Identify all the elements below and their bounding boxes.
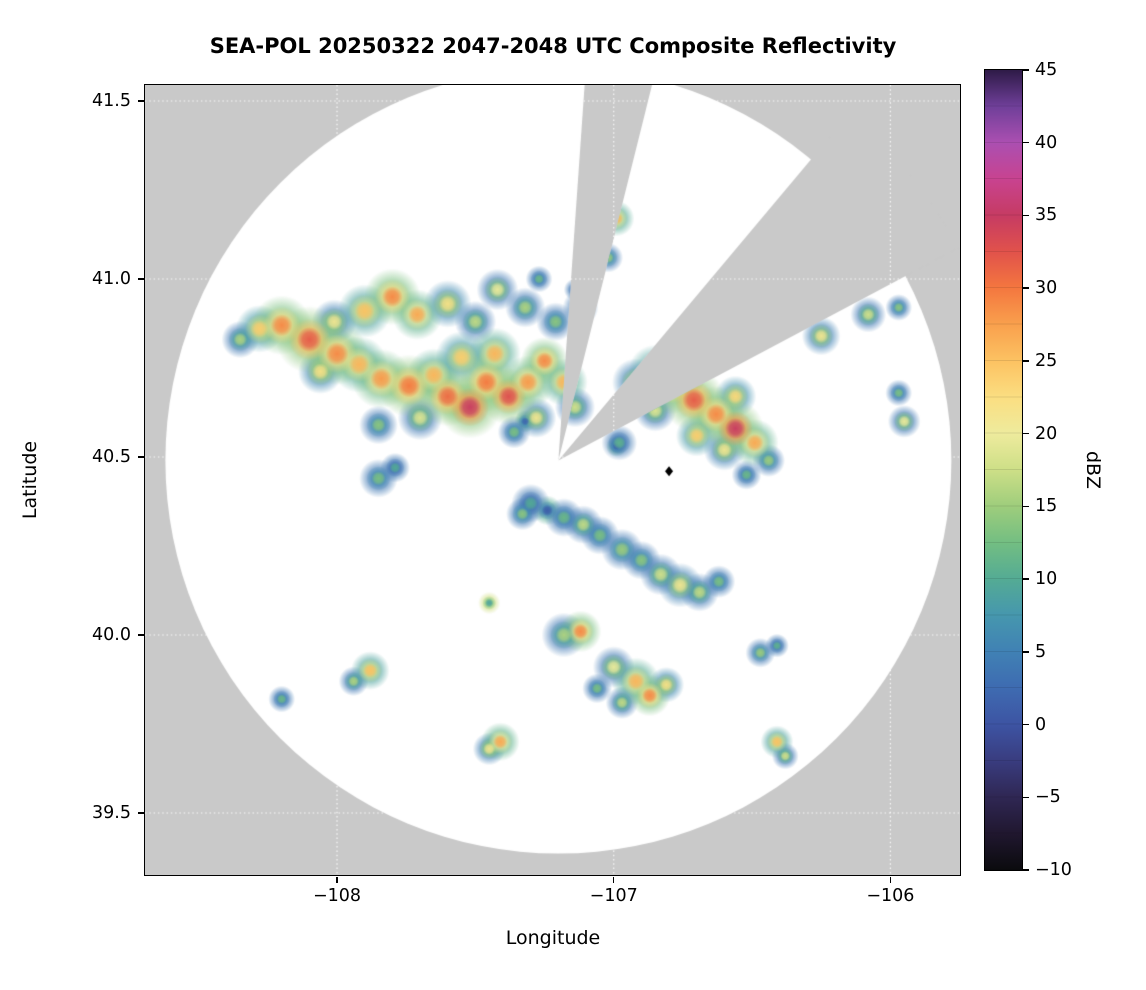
y-tick-label: 41.0 — [92, 269, 131, 289]
plot-area — [144, 84, 961, 876]
x-axis-tick — [889, 877, 892, 883]
colorbar-tick — [1023, 142, 1030, 144]
y-axis-tick — [137, 278, 144, 280]
colorbar-tick — [1023, 651, 1030, 653]
colorbar-tick — [1023, 432, 1030, 435]
x-tick-label: −106 — [866, 886, 915, 906]
x-tick-label: −108 — [312, 886, 362, 906]
colorbar-tick-label: −5 — [1035, 787, 1061, 808]
y-axis-tick — [137, 634, 144, 636]
colorbar-tick-label: −10 — [1035, 860, 1072, 880]
colorbar-tick — [1023, 578, 1030, 580]
colorbar-tick — [1023, 69, 1030, 71]
colorbar-tick-label: 5 — [1035, 641, 1047, 662]
colorbar-tick-label: 20 — [1035, 423, 1058, 444]
y-tick-label: 41.5 — [92, 91, 131, 112]
colorbar-tick-label: 10 — [1035, 569, 1058, 590]
colorbar-tick — [1023, 287, 1030, 289]
y-tick-label: 39.5 — [92, 802, 131, 823]
colorbar — [984, 69, 1023, 871]
y-axis-tick — [137, 812, 144, 814]
colorbar-tick-label: 35 — [1035, 205, 1058, 226]
colorbar-tick — [1023, 360, 1030, 362]
y-axis-tick — [137, 100, 144, 102]
colorbar-tick-label: 0 — [1035, 714, 1047, 735]
colorbar-gradient — [985, 70, 1022, 870]
x-tick-label: −107 — [589, 886, 638, 906]
x-axis-tick — [336, 877, 338, 883]
colorbar-tick — [1023, 796, 1030, 798]
colorbar-tick-label: 25 — [1035, 350, 1058, 371]
y-tick-label: 40.5 — [92, 447, 131, 467]
y-axis-label: Latitude — [19, 440, 41, 520]
colorbar-tick-label: 30 — [1035, 278, 1058, 299]
plot-title: SEA-POL 20250322 2047-2048 UTC Composite… — [209, 34, 897, 58]
colorbar-tick-label: 15 — [1035, 496, 1058, 517]
x-axis-label: Longitude — [505, 927, 601, 949]
colorbar-segments — [985, 70, 1022, 870]
y-tick-label: 40.0 — [92, 624, 131, 645]
radar-map-canvas — [145, 85, 960, 875]
colorbar-tick — [1023, 505, 1030, 508]
y-axis-tick — [137, 456, 144, 458]
colorbar-tick — [1023, 214, 1030, 217]
colorbar-tick-label: 40 — [1035, 132, 1058, 153]
colorbar-tick-label: 45 — [1035, 60, 1058, 80]
colorbar-tick — [1023, 723, 1030, 726]
colorbar-label: dBZ — [1082, 450, 1104, 490]
colorbar-tick — [1023, 869, 1030, 871]
x-axis-tick — [613, 877, 615, 883]
